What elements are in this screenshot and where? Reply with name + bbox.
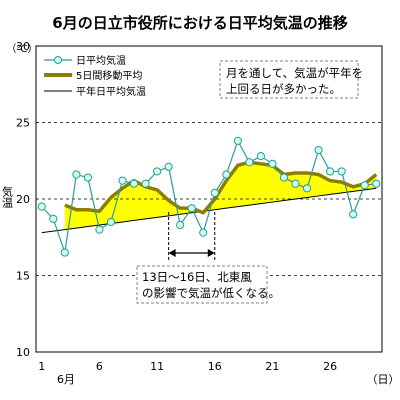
x-tick-label: 6 <box>96 360 103 373</box>
legend: 日平均気温 5日間移動平均 平年日平均気温 <box>40 52 158 100</box>
annotation-cold-spell: 13日〜16日、北東風 の影響で気温が低くなる。 <box>136 265 280 304</box>
daily-point <box>49 214 58 223</box>
x-unit-label: （日） <box>367 373 400 386</box>
daily-point <box>187 204 196 213</box>
daily-point <box>72 170 81 179</box>
daily-point <box>337 167 346 176</box>
daily-point <box>349 210 358 219</box>
bracket-arrow-left <box>168 249 176 257</box>
x-tick-label: 21 <box>265 360 279 373</box>
y-tick-label: 20 <box>16 193 30 206</box>
daily-point <box>302 184 312 193</box>
x-tick-label: 26 <box>323 360 337 373</box>
series-line-moving-average <box>64 160 378 215</box>
daily-point <box>95 225 104 234</box>
plot-frame <box>35 45 383 353</box>
daily-point <box>233 136 242 145</box>
annotation-text: 13日〜16日、北東風 の影響で気温が低くなる。 <box>142 270 280 300</box>
legend-label-daily: 日平均気温 <box>76 54 126 67</box>
daily-point <box>279 173 289 182</box>
daily-point <box>176 220 185 230</box>
annotation-text: 月を通して、気温が平年を 上回る日が多かった。 <box>226 66 367 96</box>
y-unit-label: （℃） <box>6 43 37 55</box>
annotation-line: の影響で気温が低くなる。 <box>142 286 280 300</box>
annotation-box <box>136 265 268 304</box>
daily-point <box>164 162 173 171</box>
annotation-box <box>219 60 359 99</box>
annotation-line: 13日〜16日、北東風 <box>142 270 252 284</box>
daily-point <box>60 248 69 257</box>
chart-title: 6月の日立市役所における日平均気温の推移 <box>52 14 347 32</box>
legend-label-normal: 平年日平均気温 <box>76 85 146 98</box>
legend-marker-daily <box>54 56 62 64</box>
x-tick-label: 1 <box>38 360 45 373</box>
legend-label-moving: 5日間移動平均 <box>76 69 142 82</box>
daily-point <box>199 228 208 237</box>
daily-point <box>210 188 219 197</box>
x-tick-label: 11 <box>150 360 164 373</box>
x-tick-label: 16 <box>208 360 222 373</box>
daily-point <box>372 179 381 188</box>
above-normal-fill <box>64 162 377 230</box>
series-line-normal <box>41 187 377 234</box>
y-tick-label: 30 <box>16 40 30 53</box>
daily-point <box>268 159 277 168</box>
daily-point <box>141 179 150 188</box>
y-tick-label: 10 <box>16 346 30 359</box>
y-axis-label: 気温 <box>1 185 14 208</box>
bracket-arrow-right <box>207 249 215 257</box>
daily-point <box>106 217 116 227</box>
annotation-line: 月を通して、気温が平年を <box>226 66 363 80</box>
daily-point <box>153 167 162 176</box>
daily-point <box>222 170 231 179</box>
daily-point <box>37 202 46 211</box>
annotation-line: 上回る日が多かった。 <box>226 82 341 96</box>
daily-point <box>118 176 127 185</box>
series-line-daily <box>41 139 377 253</box>
daily-point <box>360 181 369 190</box>
daily-point <box>291 179 300 188</box>
daily-point <box>245 158 254 167</box>
y-tick-label: 15 <box>16 270 30 283</box>
x-month-label: 6月 <box>57 373 75 386</box>
daily-point <box>83 173 93 182</box>
daily-point <box>326 167 335 176</box>
annotation-above-normal: 月を通して、気温が平年を 上回る日が多かった。 <box>219 60 367 99</box>
y-tick-label: 25 <box>16 117 30 130</box>
daily-point <box>314 145 323 155</box>
daily-point <box>129 179 139 188</box>
daily-point <box>256 152 265 161</box>
